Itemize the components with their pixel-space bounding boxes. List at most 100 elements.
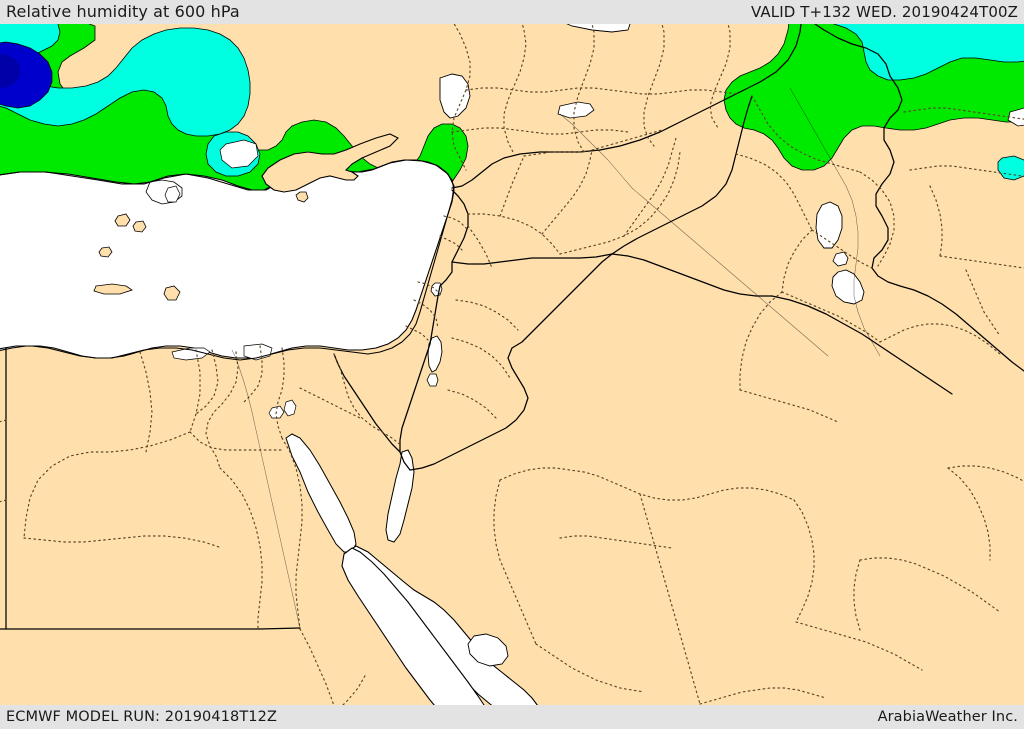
lake-habbaniyah	[832, 251, 849, 267]
admin-iraq-3	[811, 229, 873, 269]
great-bitter-lake	[283, 399, 297, 417]
lake-tuz	[219, 139, 259, 169]
border-turkey-syria	[451, 15, 803, 189]
admin-turkey-4	[643, 15, 665, 147]
admin-israel-1	[417, 281, 441, 295]
admin-egypt-10	[281, 437, 303, 630]
red-sea-saudi-bay	[467, 633, 509, 667]
valid-time-label: VALID T+132 WED. 20190424T00Z	[751, 3, 1018, 21]
admin-iran-1	[903, 107, 1024, 120]
admin-saudi-8	[559, 535, 673, 549]
admin-egypt-4	[195, 349, 219, 415]
admin-egypt-3	[23, 431, 191, 539]
admin-jordan-1	[455, 299, 519, 331]
lake-assad	[557, 101, 595, 119]
admin-syria-1	[467, 213, 561, 255]
admin-iran-2	[909, 165, 1024, 177]
cyprus-south-cape	[295, 191, 309, 203]
border-lebanon-syria	[451, 189, 469, 263]
red-sea-west-shore	[341, 547, 489, 713]
page-title: Relative humidity at 600 hPa	[6, 2, 240, 21]
admin-saudi-6	[699, 687, 827, 705]
admin-jordan-3	[447, 389, 497, 419]
admin-israel-2	[413, 299, 439, 329]
rh-band-cyan-ne	[812, 13, 1024, 81]
admin-egypt-11	[23, 535, 223, 549]
admin-saudi-1	[499, 467, 795, 501]
border-turkey-iraq	[801, 15, 891, 77]
admin-saudi-9	[859, 557, 1001, 613]
coast-egypt-north	[0, 345, 369, 361]
admin-iran-4	[939, 255, 1024, 269]
border-egypt-sudan	[0, 627, 301, 630]
iskenderun-gulf	[439, 73, 471, 119]
river-euphrates	[559, 113, 829, 357]
admin-saudi-3	[793, 499, 815, 623]
admin-syria-2	[499, 155, 525, 217]
border-syria-iraq	[611, 95, 753, 255]
admin-iraq-5	[781, 291, 881, 343]
admin-sinai-2	[299, 387, 361, 419]
admin-egypt-1	[139, 351, 153, 453]
admin-egypt-5	[205, 351, 239, 469]
admin-egypt-7	[241, 345, 263, 405]
rivers	[231, 87, 881, 630]
river-nile	[231, 349, 301, 630]
dead-sea-south	[426, 373, 439, 387]
admin-iraq-1	[751, 95, 861, 173]
admin-iraq-8	[739, 291, 783, 391]
admin-jordan-2	[451, 337, 511, 379]
admin-saudi-4	[639, 493, 701, 705]
humidity-field-northeast	[723, 13, 1024, 181]
gulf-of-aqaba	[385, 449, 415, 543]
rh-band-blue-nw-core	[0, 54, 20, 88]
admin-iraq-9	[739, 389, 839, 423]
admin-lebanon-2	[439, 235, 463, 251]
border-iraq-iran	[871, 75, 1024, 372]
admin-turkey-5	[709, 15, 731, 129]
province-borders	[0, 15, 1024, 713]
admin-syria-3	[541, 149, 593, 235]
header-bar: Relative humidity at 600 hPa VALID T+132…	[0, 0, 1024, 24]
admin-egypt-6	[189, 431, 283, 451]
admin-syria-5	[467, 225, 493, 269]
island-c	[98, 246, 113, 258]
admin-egypt-13	[335, 673, 367, 713]
admin-lebanon-1	[443, 215, 467, 229]
border-israel-lebanon	[439, 261, 453, 287]
nile-delta-lagoon-a	[171, 347, 211, 361]
lake-razzaza	[831, 269, 865, 305]
footer-bar: ECMWF MODEL RUN: 20190418T12Z ArabiaWeat…	[0, 705, 1024, 729]
admin-saudi-11	[947, 467, 991, 561]
admin-sinai-1	[333, 353, 403, 447]
admin-iraq-6	[859, 171, 895, 267]
admin-iraq-7	[879, 323, 1001, 355]
admin-turkey-7	[451, 127, 629, 135]
gulf-of-suez	[285, 433, 357, 553]
admin-saudi-2	[493, 479, 537, 645]
island-a	[114, 213, 131, 227]
admin-egypt-9	[219, 467, 263, 630]
admin-saudi-12	[947, 465, 1024, 483]
river-tigris	[789, 87, 881, 357]
admin-egypt-12	[299, 628, 337, 713]
coast-levant	[367, 185, 455, 355]
admin-syria-4	[559, 151, 681, 255]
caspian-sliver	[1007, 107, 1024, 127]
admin-iraq-4	[781, 229, 813, 293]
admin-egypt-2	[189, 349, 201, 433]
admin-turkey-2	[503, 15, 527, 155]
admin-syria-8	[523, 149, 595, 157]
admin-saudi-5	[535, 643, 645, 693]
admin-israel-3	[405, 325, 429, 341]
provider-credit: ArabiaWeather Inc.	[877, 709, 1018, 725]
border-israel-egypt	[333, 353, 401, 453]
island-crete	[93, 283, 133, 295]
border-jordan-saudi	[611, 253, 773, 297]
admin-iran-3	[929, 185, 943, 257]
border-jordan-saudi-hiccup	[409, 253, 613, 471]
aegean-islands	[93, 213, 181, 301]
